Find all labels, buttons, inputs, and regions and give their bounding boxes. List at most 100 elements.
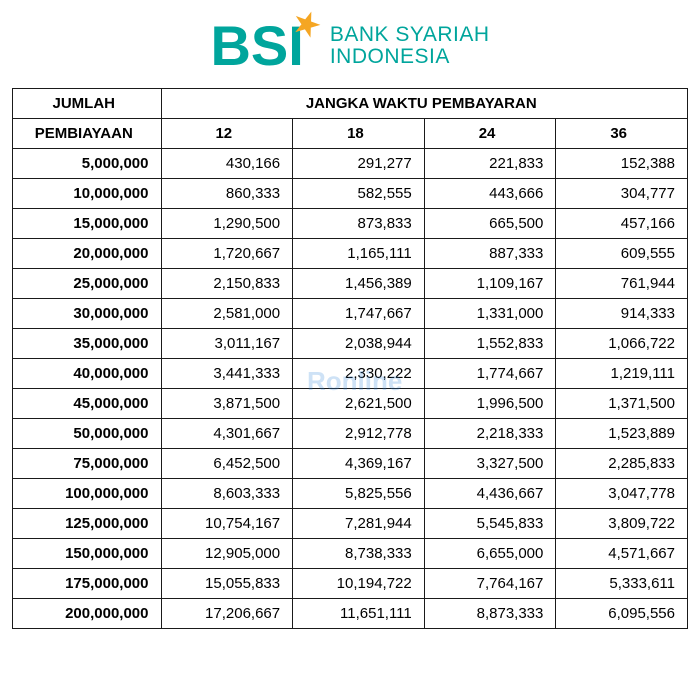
value-cell: 1,165,111	[293, 239, 425, 269]
value-cell: 4,571,667	[556, 539, 688, 569]
header-term-span: JANGKA WAKTU PEMBAYARAN	[161, 89, 688, 119]
value-cell: 2,150,833	[161, 269, 293, 299]
value-cell: 1,552,833	[424, 329, 556, 359]
value-cell: 291,277	[293, 149, 425, 179]
value-cell: 1,774,667	[424, 359, 556, 389]
value-cell: 304,777	[556, 179, 688, 209]
value-cell: 12,905,000	[161, 539, 293, 569]
amount-cell: 200,000,000	[13, 599, 162, 629]
brand-line2: INDONESIA	[330, 46, 490, 68]
value-cell: 4,301,667	[161, 419, 293, 449]
table-row: 100,000,0008,603,3335,825,5564,436,6673,…	[13, 479, 688, 509]
amount-cell: 50,000,000	[13, 419, 162, 449]
value-cell: 3,047,778	[556, 479, 688, 509]
value-cell: 3,871,500	[161, 389, 293, 419]
value-cell: 2,285,833	[556, 449, 688, 479]
value-cell: 860,333	[161, 179, 293, 209]
value-cell: 11,651,111	[293, 599, 425, 629]
value-cell: 6,655,000	[424, 539, 556, 569]
table-row: 15,000,0001,290,500873,833665,500457,166	[13, 209, 688, 239]
value-cell: 1,720,667	[161, 239, 293, 269]
value-cell: 1,290,500	[161, 209, 293, 239]
header-term-3: 36	[556, 119, 688, 149]
table-row: 150,000,00012,905,0008,738,3336,655,0004…	[13, 539, 688, 569]
value-cell: 3,327,500	[424, 449, 556, 479]
header-amount-top: JUMLAH	[13, 89, 162, 119]
value-cell: 1,996,500	[424, 389, 556, 419]
value-cell: 2,218,333	[424, 419, 556, 449]
value-cell: 1,066,722	[556, 329, 688, 359]
value-cell: 6,452,500	[161, 449, 293, 479]
brand-abbrev-text: BSI	[210, 14, 303, 77]
value-cell: 5,333,611	[556, 569, 688, 599]
value-cell: 914,333	[556, 299, 688, 329]
table-row: 30,000,0002,581,0001,747,6671,331,000914…	[13, 299, 688, 329]
value-cell: 2,330,222	[293, 359, 425, 389]
table-row: 45,000,0003,871,5002,621,5001,996,5001,3…	[13, 389, 688, 419]
brand-line1: BANK SYARIAH	[330, 24, 490, 46]
value-cell: 4,369,167	[293, 449, 425, 479]
value-cell: 152,388	[556, 149, 688, 179]
value-cell: 7,764,167	[424, 569, 556, 599]
amount-cell: 20,000,000	[13, 239, 162, 269]
value-cell: 4,436,667	[424, 479, 556, 509]
value-cell: 10,754,167	[161, 509, 293, 539]
header-amount-bottom: PEMBIAYAAN	[13, 119, 162, 149]
value-cell: 582,555	[293, 179, 425, 209]
table-header-row-2: PEMBIAYAAN 12 18 24 36	[13, 119, 688, 149]
table-row: 25,000,0002,150,8331,456,3891,109,167761…	[13, 269, 688, 299]
value-cell: 3,441,333	[161, 359, 293, 389]
table-body: 5,000,000430,166291,277221,833152,38810,…	[13, 149, 688, 629]
table-header-row-1: JUMLAH JANGKA WAKTU PEMBAYARAN	[13, 89, 688, 119]
value-cell: 2,581,000	[161, 299, 293, 329]
value-cell: 15,055,833	[161, 569, 293, 599]
brand-full-name: BANK SYARIAH INDONESIA	[330, 24, 490, 68]
amount-cell: 15,000,000	[13, 209, 162, 239]
table-row: 125,000,00010,754,1677,281,9445,545,8333…	[13, 509, 688, 539]
amount-cell: 100,000,000	[13, 479, 162, 509]
value-cell: 5,545,833	[424, 509, 556, 539]
value-cell: 2,621,500	[293, 389, 425, 419]
amount-cell: 10,000,000	[13, 179, 162, 209]
value-cell: 1,109,167	[424, 269, 556, 299]
header-term-1: 18	[293, 119, 425, 149]
value-cell: 609,555	[556, 239, 688, 269]
table-header: JUMLAH JANGKA WAKTU PEMBAYARAN PEMBIAYAA…	[13, 89, 688, 149]
value-cell: 3,011,167	[161, 329, 293, 359]
amount-cell: 30,000,000	[13, 299, 162, 329]
amount-cell: 25,000,000	[13, 269, 162, 299]
page: BSI ★ BANK SYARIAH INDONESIA Ronline JUM…	[12, 18, 688, 629]
amount-cell: 125,000,000	[13, 509, 162, 539]
table-row: 20,000,0001,720,6671,165,111887,333609,5…	[13, 239, 688, 269]
value-cell: 8,738,333	[293, 539, 425, 569]
value-cell: 873,833	[293, 209, 425, 239]
value-cell: 2,038,944	[293, 329, 425, 359]
amount-cell: 75,000,000	[13, 449, 162, 479]
value-cell: 1,371,500	[556, 389, 688, 419]
table-row: 75,000,0006,452,5004,369,1673,327,5002,2…	[13, 449, 688, 479]
value-cell: 7,281,944	[293, 509, 425, 539]
value-cell: 665,500	[424, 209, 556, 239]
value-cell: 2,912,778	[293, 419, 425, 449]
value-cell: 10,194,722	[293, 569, 425, 599]
value-cell: 17,206,667	[161, 599, 293, 629]
brand-logo: BSI ★ BANK SYARIAH INDONESIA	[12, 18, 688, 74]
value-cell: 221,833	[424, 149, 556, 179]
amount-cell: 150,000,000	[13, 539, 162, 569]
table-row: 175,000,00015,055,83310,194,7227,764,167…	[13, 569, 688, 599]
table-row: 50,000,0004,301,6672,912,7782,218,3331,5…	[13, 419, 688, 449]
value-cell: 6,095,556	[556, 599, 688, 629]
value-cell: 443,666	[424, 179, 556, 209]
value-cell: 887,333	[424, 239, 556, 269]
table-row: 40,000,0003,441,3332,330,2221,774,6671,2…	[13, 359, 688, 389]
table-row: 35,000,0003,011,1672,038,9441,552,8331,0…	[13, 329, 688, 359]
table-row: 5,000,000430,166291,277221,833152,388	[13, 149, 688, 179]
amount-cell: 5,000,000	[13, 149, 162, 179]
header-term-2: 24	[424, 119, 556, 149]
amount-cell: 175,000,000	[13, 569, 162, 599]
brand-abbrev: BSI ★	[210, 18, 303, 74]
value-cell: 1,747,667	[293, 299, 425, 329]
value-cell: 761,944	[556, 269, 688, 299]
value-cell: 430,166	[161, 149, 293, 179]
value-cell: 1,219,111	[556, 359, 688, 389]
